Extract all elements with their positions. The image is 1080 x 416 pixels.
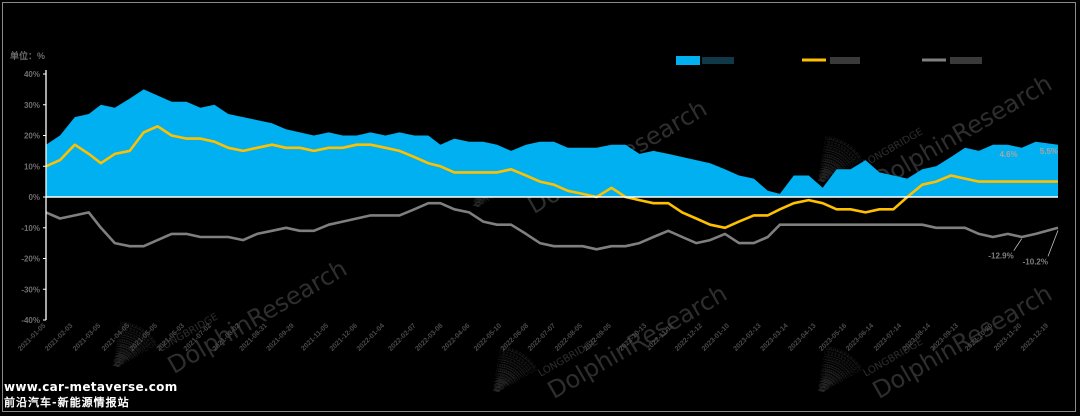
x-tick-label: 2022-03-08 [414, 322, 444, 352]
x-tick-label: 2023-12-19 [1020, 322, 1050, 352]
x-tick-label: 2021-11-05 [300, 322, 330, 352]
unit-label: 单位：% [10, 50, 45, 61]
series-line-yellow [45, 125, 1058, 230]
site-url[interactable]: www.car-metaverse.com [4, 380, 178, 394]
y-tick-label: 30% [24, 101, 40, 110]
data-label: 4.6% [999, 150, 1017, 159]
y-tick-label: 10% [24, 162, 40, 171]
watermark: LONGBRIDGELONGBRIDGELONGBRIDGELONGBRIDGE… [112, 254, 352, 379]
x-tick-label: 2021-02-03 [44, 322, 74, 352]
x-tick-label: 2022-07-07 [527, 322, 557, 352]
x-tick-label: 2022-02-07 [387, 322, 417, 352]
x-tick-label: 2022-04-06 [441, 322, 471, 352]
y-tick-label: 40% [24, 70, 40, 79]
watermark: LONGBRIDGELONGBRIDGELONGBRIDGELONGBRIDGE… [492, 279, 732, 404]
y-tick-label: 0% [28, 193, 40, 202]
y-tick-label: 20% [24, 132, 40, 141]
y-tick-label: -20% [21, 255, 40, 264]
data-label: -10.2% [1023, 257, 1048, 266]
x-tick-label: 2023-01-10 [701, 322, 731, 352]
legend-label-placeholder [702, 57, 734, 64]
plot-area: 4.6% 5.5% -12.9% -10.2% [45, 89, 1059, 266]
watermark-name: DolphinResearch [543, 279, 732, 404]
site-footer: www.car-metaverse.com 前沿汽车-新能源情报站 [4, 380, 178, 410]
series-line-gray [45, 201, 1059, 251]
annotation-leader [1013, 238, 1023, 251]
y-tick-label: -10% [21, 224, 40, 233]
x-tick-label: 2023-06-14 [845, 322, 875, 352]
watermark-layer: LONGBRIDGELONGBRIDGELONGBRIDGELONGBRIDGE… [112, 69, 1057, 404]
x-tick-label: 2021-09-29 [265, 322, 295, 352]
x-tick-label: 2023-04-13 [787, 322, 817, 352]
x-tick-label: 2021-01-05 [17, 322, 47, 352]
x-tick-label: 2022-06-08 [500, 322, 530, 352]
site-name: 前沿汽车-新能源情报站 [4, 396, 130, 409]
x-tick-label: 2021-03-05 [72, 322, 102, 352]
data-label: 5.5% [1040, 147, 1058, 156]
y-tick-label: -30% [21, 285, 40, 294]
legend [676, 56, 982, 65]
data-label: -12.9% [988, 252, 1013, 261]
x-tick-label: 2021-12-06 [329, 322, 359, 352]
legend-label-placeholder [950, 57, 982, 64]
series-area [46, 89, 1058, 197]
legend-label-placeholder [830, 57, 860, 64]
x-tick-label: 2023-03-14 [759, 322, 789, 352]
annotation-leader [1047, 230, 1059, 257]
y-tick-label: -40% [21, 316, 40, 325]
legend-swatch-area [676, 56, 700, 65]
x-tick-label: 2022-01-04 [356, 322, 386, 352]
x-tick-label: 2023-02-13 [732, 322, 762, 352]
watermark-name: DolphinResearch [163, 254, 352, 379]
